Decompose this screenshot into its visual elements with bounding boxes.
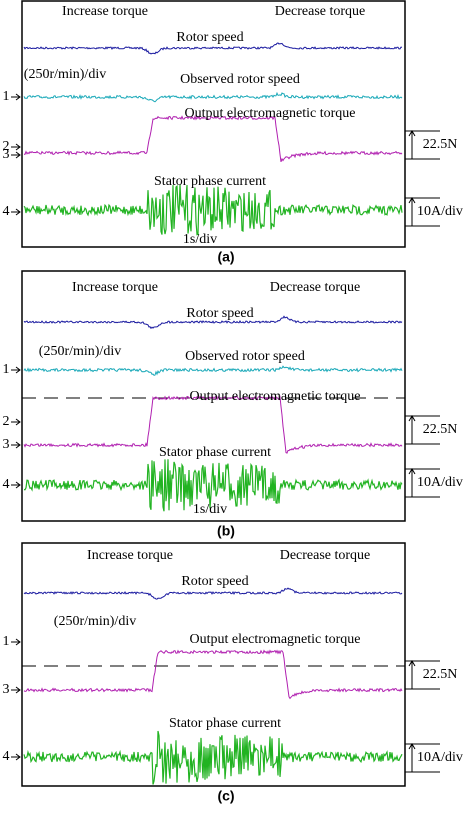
panel-label: (b) bbox=[217, 523, 235, 539]
panel: Increase torque Decrease torque Rotor spee… bbox=[3, 542, 463, 804]
channel-arrow bbox=[11, 151, 21, 159]
channel-arrow bbox=[11, 686, 21, 694]
annotation: Decrease torque bbox=[280, 548, 371, 563]
annotation: 10A/div bbox=[417, 475, 463, 490]
channel-arrow bbox=[11, 638, 21, 646]
channel-arrow bbox=[11, 418, 21, 426]
scale-bracket bbox=[405, 743, 440, 773]
annotation: Output electromagnetic torque bbox=[189, 632, 360, 647]
trace bbox=[23, 115, 403, 163]
annotation: Observed rotor speed bbox=[180, 72, 300, 87]
annotation: Increase torque bbox=[87, 548, 173, 563]
annotation: (250r/min)/div bbox=[24, 67, 106, 82]
trace bbox=[23, 395, 403, 454]
annotation: Rotor speed bbox=[176, 30, 243, 45]
annotation: 22.5N bbox=[423, 422, 458, 437]
scale-bracket bbox=[405, 660, 440, 690]
trace bbox=[23, 42, 403, 55]
channel-marker: 2 bbox=[3, 139, 10, 154]
trace bbox=[23, 315, 403, 330]
annotation: 22.5N bbox=[423, 137, 458, 152]
annotation: Stator phase current bbox=[154, 174, 266, 189]
channel-arrow bbox=[11, 753, 21, 761]
trace bbox=[23, 184, 403, 236]
panel: Increase torque Decrease torque Rotor spee… bbox=[3, 0, 463, 265]
channel-marker: 4 bbox=[3, 204, 10, 219]
annotation: Rotor speed bbox=[181, 574, 248, 589]
annotation: (250r/min)/div bbox=[39, 344, 121, 359]
annotation: 22.5N bbox=[423, 667, 458, 682]
trace bbox=[23, 649, 403, 700]
channel-marker: 3 bbox=[3, 437, 10, 452]
channel-arrow bbox=[11, 208, 21, 216]
scale-bracket bbox=[405, 197, 440, 227]
annotation: Output electromagnetic torque bbox=[184, 106, 355, 121]
annotation: Increase torque bbox=[62, 4, 148, 19]
scope-frame bbox=[21, 542, 406, 787]
annotation: 1s/div bbox=[193, 502, 227, 517]
channel-arrow bbox=[11, 366, 21, 374]
annotation: Decrease torque bbox=[275, 4, 366, 19]
channel-marker: 1 bbox=[3, 362, 10, 377]
trace bbox=[23, 459, 403, 512]
channel-marker: 1 bbox=[3, 634, 10, 649]
annotation: Output electromagnetic torque bbox=[189, 389, 360, 404]
annotation: 10A/div bbox=[417, 750, 463, 765]
channel-arrow bbox=[11, 143, 21, 151]
annotation: Stator phase current bbox=[169, 716, 281, 731]
trace bbox=[23, 365, 403, 376]
annotation: Increase torque bbox=[72, 280, 158, 295]
annotation: 10A/div bbox=[417, 204, 463, 219]
trace bbox=[23, 587, 403, 600]
channel-marker: 4 bbox=[3, 749, 10, 764]
annotation: Observed rotor speed bbox=[185, 349, 305, 364]
channel-arrow bbox=[11, 481, 21, 489]
scale-bracket bbox=[405, 415, 440, 445]
scale-bracket bbox=[405, 468, 440, 498]
channel-marker: 4 bbox=[3, 477, 10, 492]
annotation: 1s/div bbox=[183, 232, 217, 247]
scope-frame bbox=[21, 270, 406, 522]
panel: Increase torque Decrease torque Rotor spee… bbox=[3, 270, 463, 539]
channel-marker: 3 bbox=[3, 682, 10, 697]
channel-arrow bbox=[11, 441, 21, 449]
trace bbox=[23, 91, 403, 103]
channel-marker: 2 bbox=[3, 414, 10, 429]
scale-bracket bbox=[405, 130, 440, 160]
annotation: Stator phase current bbox=[159, 445, 271, 460]
panel-label: (a) bbox=[217, 249, 234, 265]
scope-frame bbox=[21, 0, 406, 248]
annotation: Rotor speed bbox=[186, 306, 253, 321]
trace bbox=[23, 730, 403, 785]
channel-marker: 3 bbox=[3, 147, 10, 162]
panel-label: (c) bbox=[217, 788, 234, 804]
channel-arrow bbox=[11, 93, 21, 101]
annotation: (250r/min)/div bbox=[54, 614, 136, 629]
channel-marker: 1 bbox=[3, 89, 10, 104]
annotation: Decrease torque bbox=[270, 280, 361, 295]
